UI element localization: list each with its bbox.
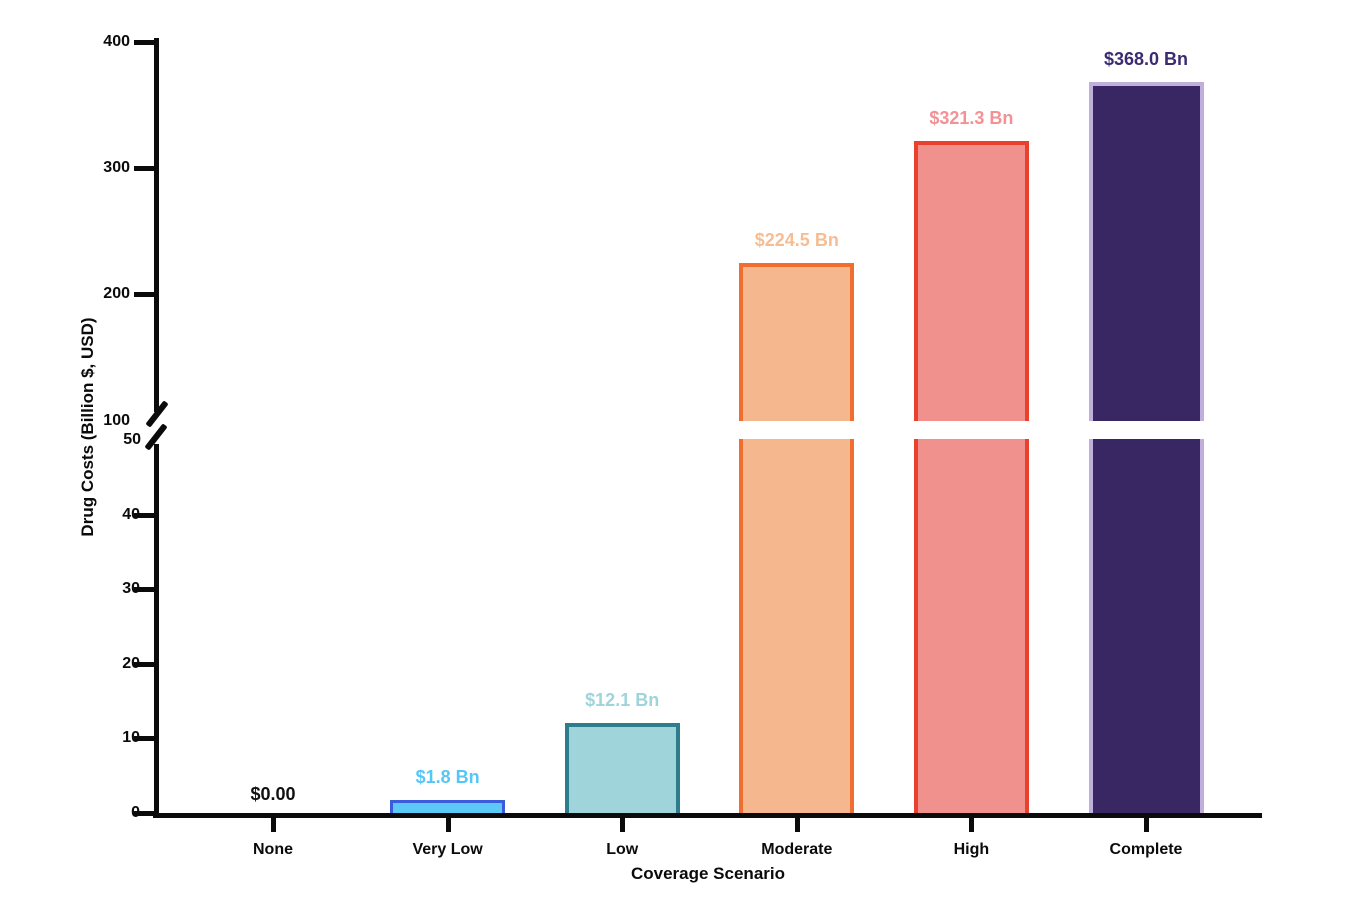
bar-value-label: $1.8 Bn: [415, 767, 480, 787]
y-tick-label: 100: [103, 411, 130, 429]
x-tick-mark: [1144, 818, 1149, 832]
bar-high-lower: [914, 439, 1029, 818]
bar-complete-lower: [1089, 439, 1204, 818]
x-tick-mark: [271, 818, 276, 832]
y-tick-mark: [134, 39, 156, 45]
x-tick-label: Very Low: [412, 841, 483, 858]
y-tick-label: 30: [122, 580, 140, 598]
y-tick-mark: [134, 736, 156, 742]
bar-moderate-lower: [739, 439, 854, 818]
x-tick-label: Complete: [1109, 841, 1183, 858]
y-tick-label: 300: [103, 158, 130, 176]
bar-complete-upper: [1089, 82, 1204, 421]
x-tick-label: None: [253, 841, 293, 858]
x-axis-title: Coverage Scenario: [630, 864, 785, 883]
x-tick-label: Moderate: [761, 841, 833, 858]
x-tick-mark: [445, 818, 451, 832]
y-tick-mark: [134, 292, 156, 298]
y-tick-mark: [134, 811, 156, 816]
y-tick-label: 0: [131, 804, 140, 821]
y-tick-mark: [134, 587, 156, 593]
bar-moderate-upper: [739, 263, 854, 421]
bar-value-label: $321.3 Bn: [929, 108, 1014, 128]
y-tick-mark: [134, 512, 156, 518]
y-tick-label: 200: [103, 285, 130, 303]
bar-high-upper: [914, 141, 1029, 421]
y-axis-title: Drug Costs (Billion $, USD): [78, 317, 97, 537]
x-tick-mark: [620, 818, 626, 832]
bar-value-label: $224.5 Bn: [754, 230, 839, 250]
y-tick-label: 400: [103, 32, 130, 50]
x-tick-mark: [794, 818, 800, 832]
y-tick-label: 20: [122, 654, 140, 672]
bar-value-label: $368.0 Bn: [1103, 49, 1189, 69]
bar-value-label: $12.1 Bn: [585, 690, 660, 710]
x-tick-mark: [969, 818, 975, 832]
y-axis-line-upper: [154, 38, 159, 412]
y-tick-label: 50: [123, 431, 141, 448]
y-tick-mark: [134, 661, 156, 667]
x-tick-label: Low: [606, 841, 639, 858]
bar-value-label: $0.00: [250, 784, 296, 804]
y-tick-mark: [134, 165, 156, 171]
x-axis-line: [153, 813, 1262, 818]
y-axis-line-lower: [154, 444, 159, 818]
y-tick-label: 40: [122, 505, 140, 523]
y-tick-label: 10: [122, 729, 140, 747]
bar-low: [565, 723, 680, 818]
x-tick-label: High: [953, 841, 990, 858]
